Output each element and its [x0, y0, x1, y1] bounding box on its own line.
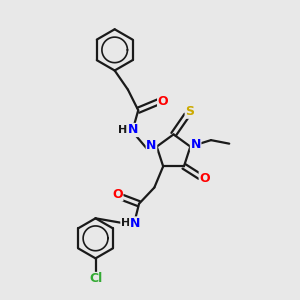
Text: N: N	[130, 217, 140, 230]
Text: N: N	[146, 139, 157, 152]
Text: H: H	[118, 125, 128, 135]
Text: Cl: Cl	[89, 272, 102, 286]
Text: S: S	[185, 105, 194, 118]
Text: H: H	[121, 218, 130, 229]
Text: O: O	[199, 172, 210, 184]
Text: O: O	[112, 188, 123, 201]
Text: N: N	[190, 138, 201, 151]
Text: O: O	[158, 95, 168, 108]
Text: N: N	[128, 124, 139, 136]
